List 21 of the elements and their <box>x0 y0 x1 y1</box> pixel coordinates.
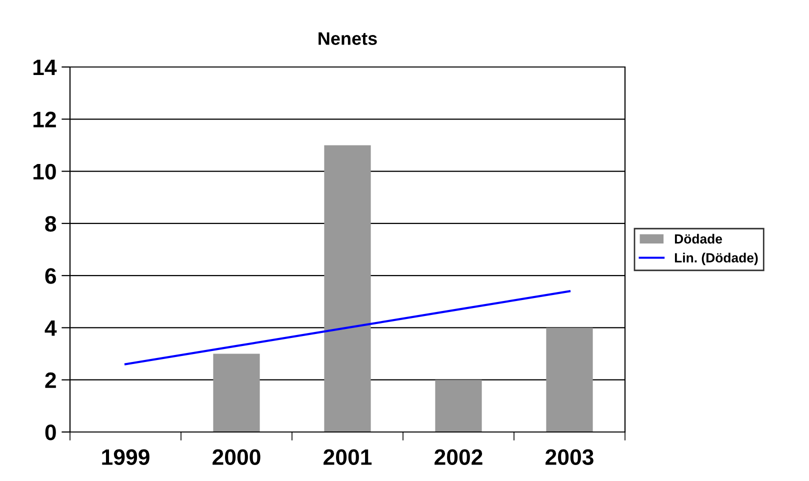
y-tick-label: 4 <box>44 320 57 336</box>
x-tick-label: 2003 <box>546 449 594 466</box>
y-tick-label: 0 <box>45 424 56 440</box>
y-tick-label: 14 <box>33 60 57 76</box>
bar <box>435 380 482 432</box>
bar <box>324 145 371 432</box>
bar <box>546 328 593 432</box>
legend-label: Dödade <box>674 234 722 244</box>
line-series <box>124 290 571 366</box>
x-tick-label: 2001 <box>324 449 372 465</box>
x-tick-label: 1999 <box>102 449 150 465</box>
y-tick-label: 2 <box>45 372 56 388</box>
y-tick-label: 12 <box>33 112 56 128</box>
chart-title: Nenets <box>318 32 377 45</box>
y-tick-label: 6 <box>45 268 56 284</box>
y-tick-label: 8 <box>45 216 56 232</box>
bar <box>213 354 260 432</box>
x-tick-label: 2002 <box>434 449 482 465</box>
y-tick-label: 10 <box>33 164 56 180</box>
legend-label: Lin. (Dödade) <box>674 252 758 266</box>
x-tick-label: 2000 <box>212 449 260 465</box>
